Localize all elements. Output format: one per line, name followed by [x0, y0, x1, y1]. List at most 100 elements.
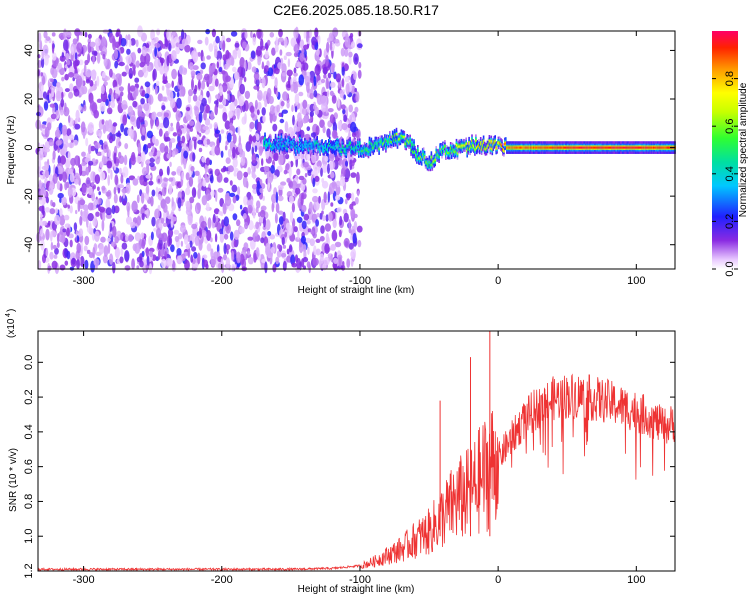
- noise-cell: [72, 38, 78, 45]
- signal-cell: [504, 142, 506, 145]
- noise-cell: [67, 168, 73, 175]
- noise-cell: [233, 71, 240, 81]
- signal-cell: [276, 144, 279, 147]
- noise-cell: [337, 265, 344, 270]
- noise-cell: [268, 95, 274, 105]
- noise-cell: [67, 72, 75, 78]
- noise-cell: [313, 104, 317, 110]
- x-tick-label: -200: [211, 275, 233, 287]
- noise-cell: [201, 185, 207, 192]
- noise-cell: [121, 188, 128, 194]
- noise-cell: [112, 122, 118, 127]
- noise-cell: [189, 62, 194, 71]
- noise-cell: [168, 177, 174, 182]
- noise-cell: [76, 32, 80, 42]
- noise-cell: [140, 151, 146, 163]
- noise-cell: [223, 242, 227, 255]
- noise-cell: [61, 230, 68, 237]
- noise-cell: [156, 28, 161, 36]
- noise-cell: [67, 204, 70, 209]
- noise-cell: [269, 105, 275, 115]
- noise-cell: [192, 65, 199, 71]
- signal-cell: [393, 134, 396, 137]
- noise-cell: [108, 109, 112, 114]
- noise-cell: [298, 175, 305, 181]
- noise-cell: [61, 143, 68, 156]
- noise-cell: [68, 233, 74, 239]
- noise-cell: [190, 254, 194, 263]
- noise-cell: [209, 174, 214, 184]
- signal-cell: [494, 140, 496, 143]
- noise-cell: [216, 98, 219, 108]
- noise-cell: [283, 169, 288, 175]
- noise-cell: [299, 39, 305, 49]
- noise-cell: [314, 175, 320, 182]
- signal-cell: [443, 148, 445, 151]
- noise-cell: [301, 204, 307, 213]
- noise-cell: [288, 180, 293, 189]
- noise-cell: [99, 206, 105, 213]
- signal-cell: [546, 146, 549, 149]
- noise-cell: [85, 177, 91, 189]
- noise-cell: [170, 138, 176, 143]
- colorbar-tick-label: 0.0: [724, 261, 736, 276]
- noise-cell: [178, 73, 183, 86]
- signal-cell: [599, 146, 602, 149]
- noise-cell: [80, 121, 86, 133]
- signal-cell: [305, 142, 308, 146]
- noise-cell: [55, 208, 59, 214]
- signal-cell: [646, 146, 648, 149]
- signal-cell: [442, 146, 444, 149]
- signal-cell: [658, 146, 661, 149]
- noise-cell: [137, 175, 141, 181]
- noise-cell: [60, 234, 66, 244]
- noise-cell: [206, 229, 212, 242]
- signal-cell: [562, 146, 564, 149]
- noise-cell: [267, 176, 273, 184]
- noise-cell: [150, 196, 154, 207]
- noise-cell: [124, 143, 129, 150]
- signal-cell: [581, 146, 584, 149]
- noise-cell: [267, 67, 274, 77]
- noise-cell: [342, 261, 345, 267]
- signal-cell: [459, 146, 462, 149]
- noise-cell: [137, 47, 142, 54]
- signal-cell: [417, 150, 419, 153]
- noise-cell: [275, 256, 280, 265]
- noise-cell: [222, 71, 229, 83]
- snr-y-exponent-power: 4: [5, 313, 12, 317]
- signal-cell: [370, 142, 373, 145]
- noise-cell: [237, 186, 241, 196]
- signal-cell: [582, 146, 584, 149]
- noise-cell: [42, 44, 49, 56]
- noise-cell: [55, 90, 62, 102]
- noise-cell: [69, 172, 75, 183]
- x-tick-label: -100: [349, 275, 371, 287]
- signal-cell: [477, 145, 479, 148]
- signal-cell: [555, 146, 557, 149]
- signal-cell: [356, 147, 358, 150]
- noise-cell: [45, 36, 51, 41]
- noise-cell: [154, 208, 161, 219]
- noise-cell: [247, 236, 254, 241]
- noise-cell: [211, 28, 216, 38]
- noise-cell: [205, 157, 211, 166]
- noise-cell: [232, 49, 238, 60]
- signal-cell: [366, 149, 369, 152]
- signal-cell: [629, 146, 632, 149]
- signal-cell: [520, 146, 523, 149]
- noise-cell: [122, 200, 127, 206]
- noise-cell: [188, 89, 193, 97]
- signal-cell: [463, 144, 465, 147]
- noise-cell: [105, 198, 111, 211]
- noise-cell: [214, 48, 218, 59]
- noise-cell: [171, 68, 178, 80]
- noise-cell: [115, 132, 122, 137]
- noise-cell: [130, 221, 136, 229]
- signal-cell: [596, 146, 599, 149]
- noise-cell: [55, 110, 59, 116]
- noise-cell: [76, 242, 81, 254]
- signal-cell: [552, 146, 554, 149]
- signal-cell: [292, 142, 294, 146]
- noise-cell: [74, 118, 78, 125]
